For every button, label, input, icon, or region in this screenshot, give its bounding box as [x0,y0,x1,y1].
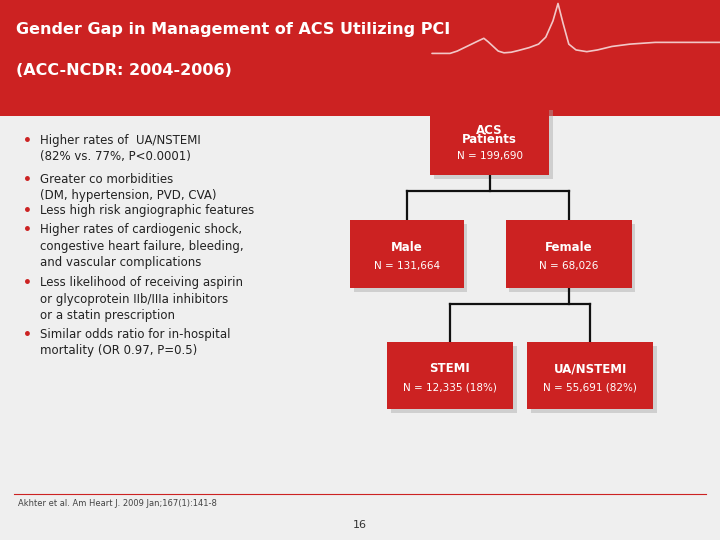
Text: N = 55,691 (82%): N = 55,691 (82%) [544,382,637,392]
FancyBboxPatch shape [505,220,632,287]
Text: Less likelihood of receiving aspirin
or glycoprotein IIb/IIIa inhibitors
or a st: Less likelihood of receiving aspirin or … [40,276,243,322]
Text: UA/NSTEMI: UA/NSTEMI [554,362,627,375]
Text: •: • [23,134,32,148]
FancyBboxPatch shape [510,225,636,292]
Text: •: • [23,223,32,237]
Text: Less high risk angiographic features: Less high risk angiographic features [40,204,254,217]
Text: Gender Gap in Management of ACS Utilizing PCI: Gender Gap in Management of ACS Utilizin… [16,22,450,37]
Text: Higher rates of cardiogenic shock,
congestive heart failure, bleeding,
and vascu: Higher rates of cardiogenic shock, conge… [40,223,243,269]
Text: Female: Female [545,241,593,254]
Text: •: • [23,173,32,187]
FancyBboxPatch shape [531,346,657,414]
FancyBboxPatch shape [431,106,549,175]
Text: •: • [23,328,32,342]
Text: ACS: ACS [477,124,503,137]
FancyBboxPatch shape [350,220,464,287]
Text: N = 68,026: N = 68,026 [539,261,598,271]
FancyBboxPatch shape [387,342,513,409]
Bar [0,0,720,116]
FancyBboxPatch shape [354,225,467,292]
FancyBboxPatch shape [390,346,517,414]
Text: Women had: Women had [20,104,117,119]
FancyBboxPatch shape [433,110,553,179]
Text: N = 199,690: N = 199,690 [456,151,523,160]
Text: •: • [23,276,32,291]
Text: 16: 16 [353,520,367,530]
Text: Akhter et al. Am Heart J. 2009 Jan;167(1):141-8: Akhter et al. Am Heart J. 2009 Jan;167(1… [18,499,217,508]
Text: Higher rates of  UA/NSTEMI
(82% vs. 77%, P<0.0001): Higher rates of UA/NSTEMI (82% vs. 77%, … [40,134,200,164]
Text: Male: Male [391,241,423,254]
Text: •: • [23,204,32,218]
Text: (ACC-NCDR: 2004-2006): (ACC-NCDR: 2004-2006) [16,63,232,78]
FancyBboxPatch shape [527,342,654,409]
Text: Similar odds ratio for in-hospital
mortality (OR 0.97, P=0.5): Similar odds ratio for in-hospital morta… [40,328,230,357]
Text: Greater co morbidities
(DM, hypertension, PVD, CVA): Greater co morbidities (DM, hypertension… [40,173,216,202]
Text: Patients: Patients [462,133,517,146]
Text: N = 131,664: N = 131,664 [374,261,440,271]
Text: STEMI: STEMI [430,362,470,375]
Text: N = 12,335 (18%): N = 12,335 (18%) [403,382,497,392]
